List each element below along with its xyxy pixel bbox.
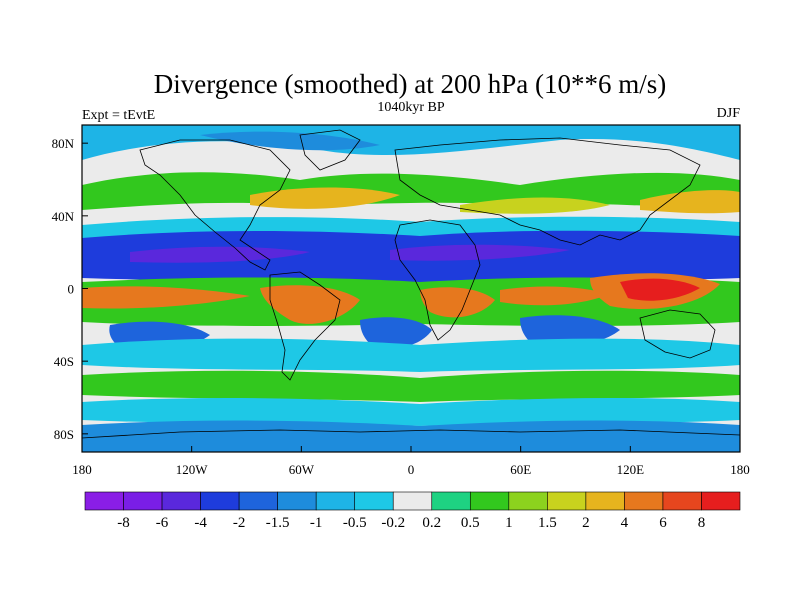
- coast-north-america: [139, 139, 291, 271]
- field-equatorial-purple-east: [390, 244, 570, 261]
- coastlines: [82, 129, 740, 439]
- colorbar-swatch: [238, 491, 278, 511]
- chart-title: Divergence (smoothed) at 200 hPa (10**6 …: [154, 69, 666, 99]
- x-tick-label: 120E: [617, 462, 645, 477]
- season-label: DJF: [717, 106, 741, 121]
- field-indian-ocean-orange: [500, 286, 610, 306]
- colorbar-swatch: [84, 491, 124, 511]
- coast-africa: [394, 219, 481, 341]
- colorbar-label: -4: [194, 515, 207, 531]
- coast-europe-asia: [394, 137, 701, 246]
- field-north-pacific-track: [640, 190, 740, 214]
- colorbar-label: 1: [505, 515, 513, 531]
- map-plot-area: [82, 125, 740, 452]
- y-tick-label: 40S: [54, 354, 74, 369]
- colorbar-swatch: [161, 491, 201, 511]
- colorbar-swatch: [431, 491, 471, 511]
- x-tick-label: 0: [408, 462, 415, 477]
- colorbar: -8 -6 -4 -2 -1.5 -1 -0.5 -0.2 0.2 0.5 1 1.5 2 4 6 8: [84, 491, 741, 531]
- y-tick-label: 40N: [52, 209, 75, 224]
- colorbar-swatch: [585, 491, 625, 511]
- colorbar-swatch: [624, 491, 664, 511]
- colorbar-label: -0.2: [381, 515, 405, 531]
- colorbar-swatch: [123, 491, 163, 511]
- y-tick-label: 80N: [52, 136, 75, 151]
- y-tick-label: 0: [68, 282, 75, 297]
- colorbar-label: 0.5: [461, 515, 480, 531]
- colorbar-swatch: [508, 491, 548, 511]
- coast-greenland: [299, 129, 361, 171]
- coast-south-america: [269, 271, 341, 381]
- colorbar-label: -0.5: [343, 515, 367, 531]
- colorbar-label: 1.5: [538, 515, 557, 531]
- colorbar-label: -2: [233, 515, 246, 531]
- colorbar-swatch: [701, 491, 741, 511]
- colorbar-swatch: [354, 491, 394, 511]
- field-north-east-track: [460, 197, 610, 214]
- x-axis: 180 120W 60W 0 60E 120E 180: [72, 446, 750, 477]
- field-equatorial-purple: [130, 246, 310, 263]
- colorbar-swatch: [392, 491, 433, 511]
- field-north-arctic-inner: [200, 131, 380, 151]
- colorbar-label: 8: [698, 515, 706, 531]
- x-tick-label: 60W: [289, 462, 315, 477]
- field-south-highlat-cyan: [82, 397, 740, 426]
- colorbar-label: 0.2: [422, 515, 441, 531]
- field-south-mid-green: [82, 370, 740, 402]
- colorbar-swatch: [315, 491, 356, 511]
- field-antarctic-blue: [82, 420, 740, 452]
- x-tick-label: 180: [730, 462, 750, 477]
- colorbar-label: -1: [310, 515, 323, 531]
- y-axis: 80N 40N 0 40S 80S: [52, 136, 88, 442]
- colorbar-swatch: [200, 491, 240, 511]
- field-south-africa-orange: [420, 287, 495, 318]
- colorbar-label: 6: [659, 515, 667, 531]
- colorbar-label: 4: [621, 515, 629, 531]
- field-south-atlantic-blue: [360, 317, 432, 348]
- field-south-indian-blue: [520, 315, 620, 346]
- colorbar-label: -8: [117, 515, 130, 531]
- colorbar-label: -1.5: [266, 515, 290, 531]
- x-tick-label: 180: [72, 462, 92, 477]
- colorbar-swatch: [277, 491, 317, 511]
- x-tick-label: 120W: [176, 462, 209, 477]
- coast-antarctica: [82, 429, 740, 439]
- field-south-america-orange: [260, 285, 360, 324]
- x-tick-label: 60E: [510, 462, 531, 477]
- colorbar-swatch: [469, 491, 510, 511]
- colorbar-swatch: [662, 491, 702, 511]
- colorbar-label: -6: [156, 515, 169, 531]
- field-south-mid-cyan: [82, 338, 740, 372]
- colorbar-swatch: [547, 491, 587, 511]
- field-maritime-red: [620, 278, 700, 301]
- y-tick-label: 80S: [54, 427, 74, 442]
- coast-australia: [639, 309, 716, 359]
- colorbar-label: 2: [582, 515, 590, 531]
- field-north-atlantic-track: [250, 187, 400, 209]
- field-tropical-orange: [82, 286, 250, 309]
- period-label: 1040kyr BP: [377, 100, 445, 115]
- experiment-label: Expt = tEvtE: [82, 108, 155, 123]
